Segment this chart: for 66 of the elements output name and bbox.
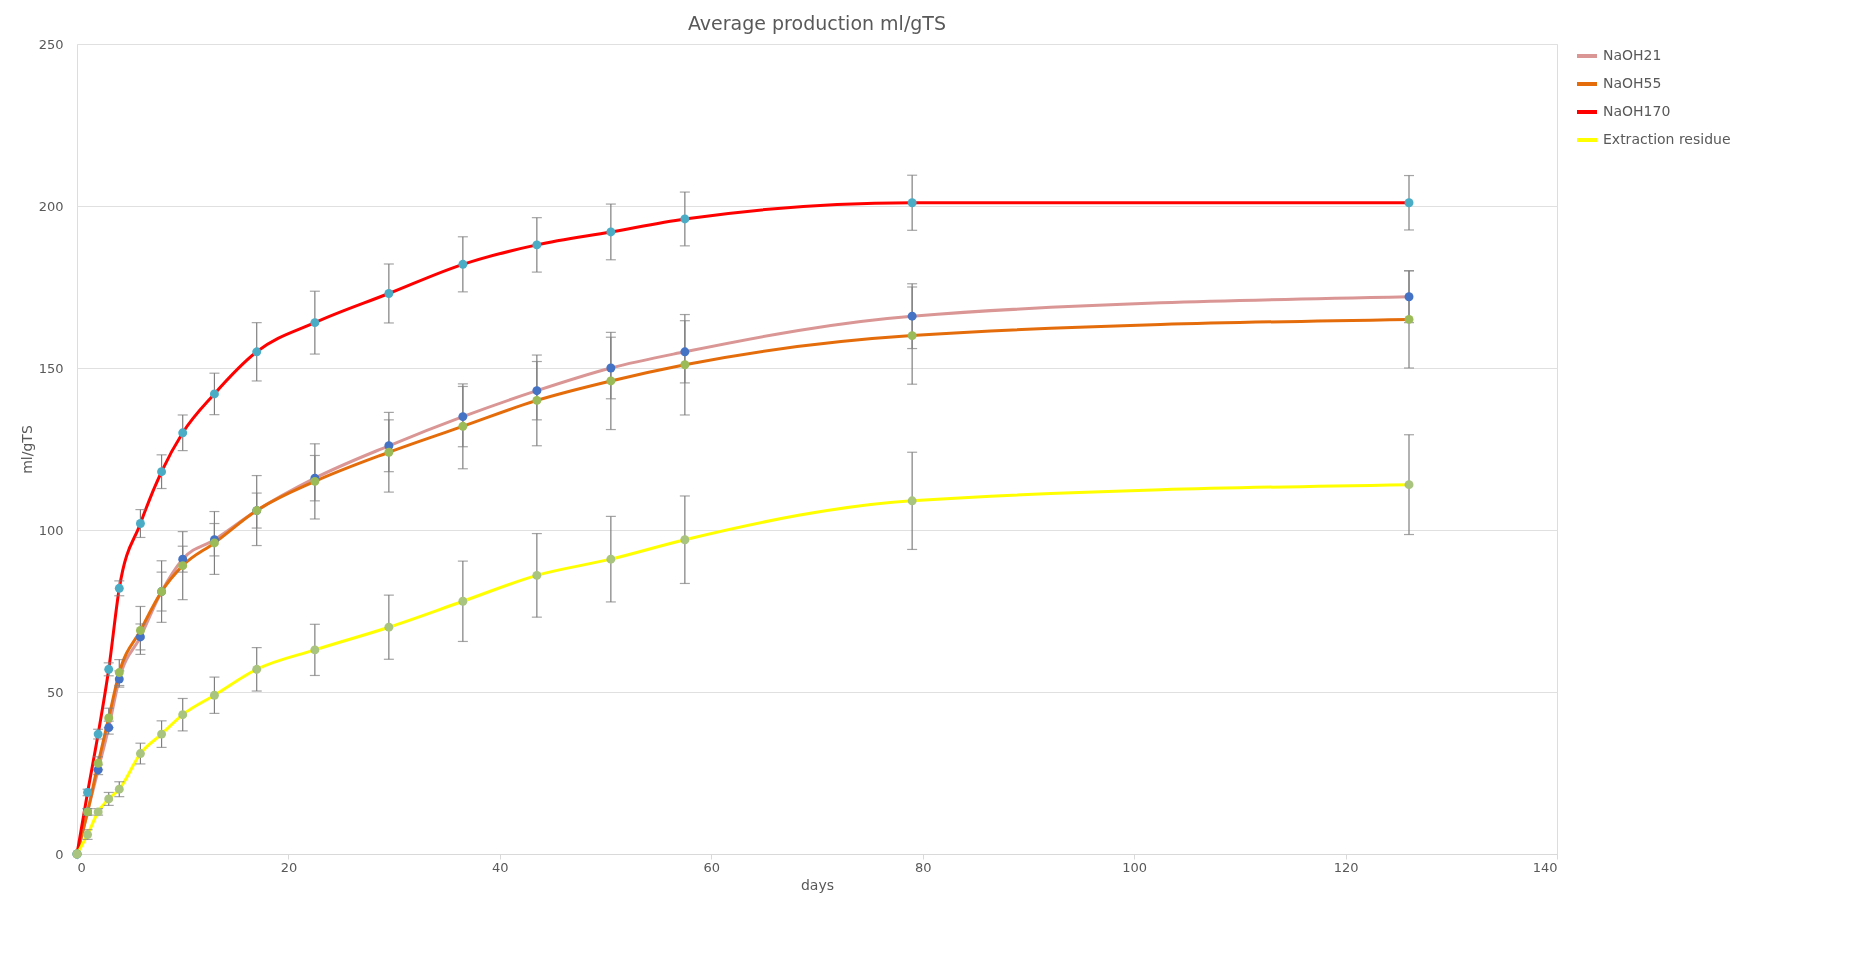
point [384,289,394,298]
x-tick-label: 80 [914,859,932,875]
point [532,240,542,250]
point [458,259,468,269]
point [114,668,124,678]
y-tick-label: 150 [38,360,64,376]
point [178,710,188,720]
point [680,360,690,370]
point [114,583,124,593]
y-tick-label: 250 [38,36,64,52]
point [1404,314,1414,324]
point [252,664,262,674]
x-tick-label: 60 [703,859,721,875]
point [178,561,188,571]
x-tick-label: 0 [77,859,86,875]
point [458,412,468,422]
y-tick-label: 0 [55,846,64,862]
legend-label: Extraction residue [1603,131,1731,147]
point [907,496,917,506]
y-tick-label: 100 [38,522,64,538]
legend-label: NaOH55 [1603,75,1662,91]
point [1404,198,1414,208]
point [907,198,917,208]
point [458,421,468,431]
x-axis-title: days [800,876,835,893]
x-tick-label: 120 [1333,859,1359,875]
point [384,622,394,632]
point [209,690,219,700]
x-tick-label: 140 [1532,859,1558,875]
point [157,467,167,477]
point [209,389,219,399]
point [532,395,542,405]
point [135,625,145,635]
x-tick-label: 20 [280,859,298,875]
point [458,596,468,606]
chart-title: Average production ml/gTS [687,12,947,34]
point [606,227,616,237]
point [157,729,167,739]
point [680,347,690,357]
point [310,318,320,328]
point [252,347,262,357]
point [907,311,917,321]
point [135,749,145,759]
y-axis-title: ml/gTS [18,425,35,474]
point [532,386,542,396]
point [680,214,690,224]
x-tick-label: 40 [492,859,509,875]
point [114,784,124,794]
legend-label: NaOH170 [1603,103,1671,119]
point [606,376,616,386]
point [680,535,690,545]
point [532,570,542,580]
point [1404,480,1414,490]
y-tick-label: 200 [38,198,64,214]
point [135,519,145,528]
y-tick-label: 50 [46,684,64,700]
point [1404,292,1414,302]
point [104,713,114,723]
point [178,428,188,438]
point [384,447,394,457]
point [606,554,616,564]
point [606,363,616,373]
point [310,645,320,655]
point [907,331,917,341]
x-tick-label: 100 [1122,859,1148,875]
legend-label: NaOH21 [1603,47,1662,63]
